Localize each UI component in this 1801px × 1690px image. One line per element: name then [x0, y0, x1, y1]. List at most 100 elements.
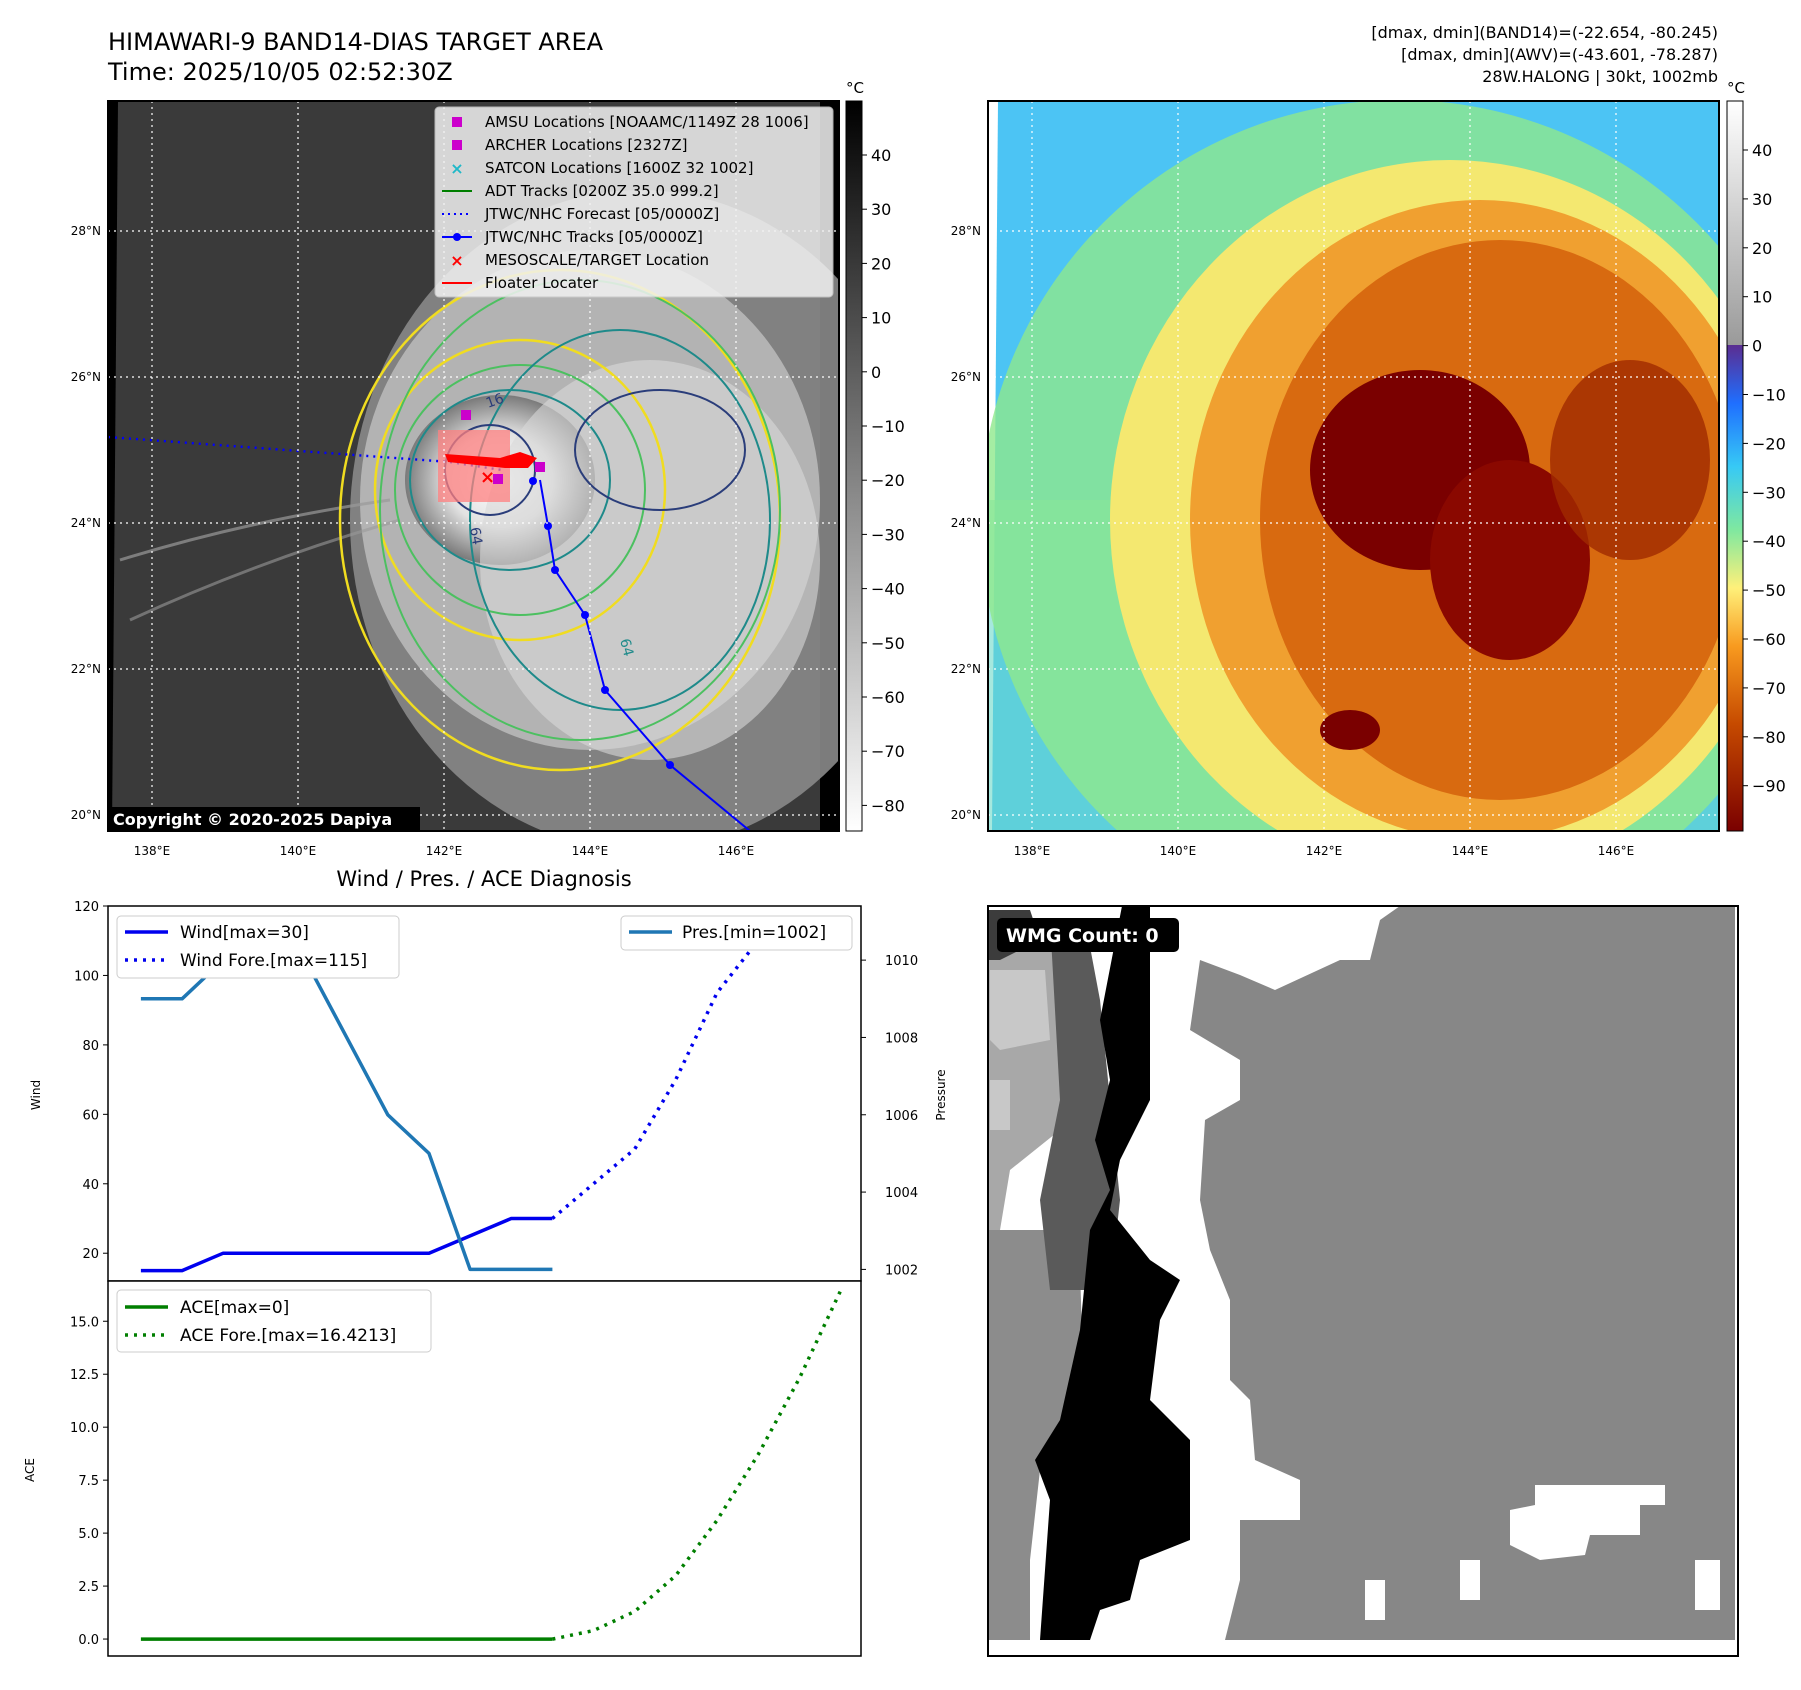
ace-tick-label: 15.0 [70, 1315, 99, 1330]
map-legend-label: SATCON Locations [1600Z 32 1002] [485, 159, 753, 177]
wmg-frame [987, 905, 1739, 1657]
colorbar-tick-label: −30 [871, 525, 905, 544]
colorbar-tick-label: −20 [1752, 434, 1786, 453]
target-marker: × [480, 467, 495, 488]
colorbar-tick-label: −40 [1752, 532, 1786, 551]
colorbar-tick-label: 40 [871, 146, 891, 165]
wmg-black-band [1035, 906, 1190, 1640]
legend-ace: ACE[max=0] [180, 1298, 289, 1318]
info-storm: 28W.HALONG | 30kt, 1002mb [1482, 67, 1718, 86]
lon-label: 144°E [1452, 844, 1489, 858]
wmg-count-label: WMG Count: 0 [1006, 925, 1159, 947]
lat-label: 20°N [951, 808, 981, 822]
lon-label: 140°E [280, 844, 317, 858]
map-legend-label: MESOSCALE/TARGET Location [485, 251, 709, 269]
awv-map-panel [987, 100, 1720, 832]
lon-label: 146°E [718, 844, 755, 858]
ace-tick-label: 12.5 [70, 1368, 99, 1383]
legend-x-icon: × [450, 251, 463, 270]
copyright-box [108, 807, 420, 831]
wind-pressure-chart: Wind Pressure 20 40 60 80 100 120 1002 1004 100… [29, 900, 948, 1282]
wind-legend: Wind[max=30] Wind Fore.[max=115] [116, 915, 400, 979]
lat-label: 20°N [71, 808, 101, 822]
legend-dot-icon [453, 233, 461, 241]
pressure-tick-label: 1002 [885, 1263, 918, 1278]
lon-label: 146°E [1598, 844, 1635, 858]
colorbar-tick-label: −10 [1752, 386, 1786, 405]
diag-title: Wind / Pres. / ACE Diagnosis [336, 867, 631, 891]
figure-time: Time: 2025/10/05 02:52:30Z [107, 58, 453, 86]
colorbar-tick-label: 10 [1752, 288, 1772, 307]
map-legend-label: ADT Tracks [0200Z 35.0 999.2] [485, 182, 719, 200]
colorbar-right: °C 40 30 20 10 0 −10 −20 −30 −40 −50 −60 −70 −80 −90 [1726, 79, 1786, 832]
ace-tick-label: 0.0 [78, 1633, 99, 1648]
colorbar-tick-label: −80 [1752, 728, 1786, 747]
contour-green [394, 364, 646, 616]
colorbar-tick-label: 30 [871, 200, 891, 219]
contour-yellow [373, 338, 667, 642]
map-legend-item: ARCHER Locations [2327Z] [452, 136, 688, 154]
lat-label: 28°N [951, 224, 981, 238]
lat-label: 22°N [71, 662, 101, 676]
amsu-marker [461, 410, 471, 420]
map-legend-item: × MESOSCALE/TARGET Location [450, 251, 709, 270]
lon-label: 142°E [1306, 844, 1343, 858]
wmg-panel: WMG Count: 0 [987, 905, 1739, 1657]
colorbar-tick-label: −70 [871, 742, 905, 761]
lat-label: 26°N [71, 370, 101, 384]
colorbar-tick-label: 40 [1752, 141, 1772, 160]
colorbar-tick-label: −60 [871, 688, 905, 707]
map-legend: AMSU Locations [NOAAMC/1149Z 28 1006] ARC… [434, 106, 834, 298]
map-legend-item: Floater Locater [442, 274, 599, 292]
ir-map-frame [107, 100, 840, 832]
colorbar-tick-label: 20 [871, 254, 891, 273]
map-legend-item: JTWC/NHC Tracks [05/0000Z] [442, 228, 703, 246]
colorbar-tick-label: −50 [871, 634, 905, 653]
legend-x-icon: × [450, 159, 463, 178]
colorbar-tick-label: −30 [1752, 483, 1786, 502]
info-band14: [dmax, dmin](BAND14)=(-22.654, -80.245) [1371, 23, 1718, 42]
colorbar-tick-label: −70 [1752, 679, 1786, 698]
pressure-tick-label: 1008 [885, 1031, 918, 1046]
wind-series-line [140, 1216, 553, 1273]
legend-pressure: Pres.[min=1002] [682, 923, 826, 943]
ace-chart: ACE 0.0 2.5 5.0 7.5 10.0 12.5 15.0 ACE[max=0] … [23, 1280, 862, 1657]
archer-marker [493, 474, 503, 484]
colorbar-tick-label: 10 [871, 309, 891, 328]
map-legend-item: JTWC/NHC Forecast [05/0000Z] [442, 205, 719, 223]
wind-tick-label: 20 [82, 1247, 99, 1262]
figure-title: HIMAWARI-9 BAND14-DIAS TARGET AREA [108, 28, 604, 56]
map-legend-item: × SATCON Locations [1600Z 32 1002] [450, 159, 753, 178]
contour-label-64b: 64 [616, 637, 636, 658]
wmg-gray-field [1190, 906, 1735, 1640]
floater-locator [445, 452, 537, 468]
lat-label: 22°N [951, 662, 981, 676]
lat-label: 24°N [71, 516, 101, 530]
legend-ace-fore: ACE Fore.[max=16.4213] [180, 1326, 396, 1346]
map-axis-labels: 28°N 26°N 24°N 22°N 20°N 138°E 140°E 142°E 144°E… [71, 224, 1635, 858]
map-legend-label: JTWC/NHC Tracks [05/0000Z] [484, 228, 703, 246]
colorbar-tick-label: −40 [871, 580, 905, 599]
lon-label: 142°E [426, 844, 463, 858]
colorbar-tick-label: −60 [1752, 630, 1786, 649]
map-legend-label: JTWC/NHC Forecast [05/0000Z] [484, 205, 719, 223]
lat-label: 28°N [71, 224, 101, 238]
wind-tick-label: 100 [74, 969, 99, 984]
wind-tick-label: 80 [82, 1039, 99, 1054]
pressure-tick-label: 1006 [885, 1109, 918, 1124]
ace-axis-label: ACE [23, 1458, 37, 1482]
colorbar-tick-label: 30 [1752, 190, 1772, 209]
wind-tick-label: 40 [82, 1178, 99, 1193]
wmg-count-box [997, 918, 1179, 952]
lon-label: 138°E [134, 844, 171, 858]
pressure-tick-label: 1010 [885, 954, 918, 969]
colorbar-left: °C 40 30 20 10 0 −10 −20 −30 −40 −50 −60 −70 −80 [845, 79, 905, 832]
contour-label-64: 64 [466, 526, 485, 546]
colorbar-tick-label: −20 [871, 471, 905, 490]
copyright-text: Copyright © 2020-2025 Dapiya [113, 810, 392, 829]
wind-tick-label: 120 [74, 900, 99, 915]
colorbar-tick-label: −80 [871, 796, 905, 815]
lat-label: 26°N [951, 370, 981, 384]
map-legend-item: AMSU Locations [NOAAMC/1149Z 28 1006] [452, 113, 809, 131]
